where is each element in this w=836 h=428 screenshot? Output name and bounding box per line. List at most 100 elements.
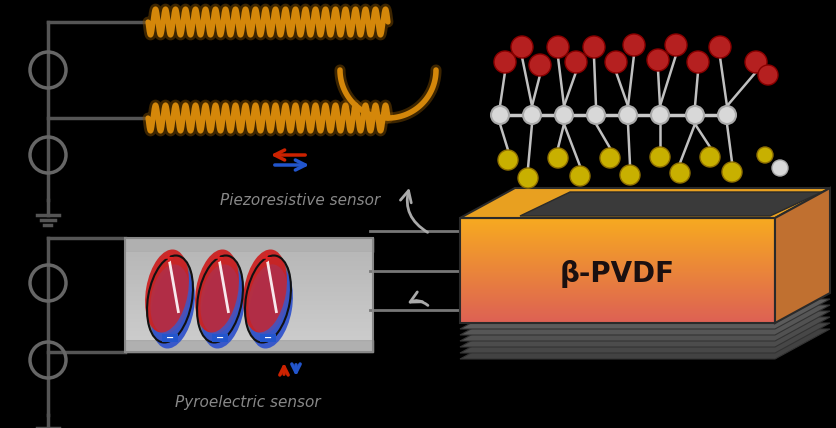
Polygon shape (162, 334, 178, 342)
Polygon shape (460, 266, 774, 268)
Polygon shape (460, 305, 774, 306)
Polygon shape (460, 280, 774, 281)
Circle shape (599, 148, 619, 168)
Polygon shape (460, 317, 829, 347)
Polygon shape (460, 294, 774, 296)
Polygon shape (460, 268, 774, 270)
Polygon shape (460, 299, 774, 300)
Polygon shape (460, 227, 774, 229)
Circle shape (622, 34, 645, 56)
Polygon shape (460, 232, 774, 233)
Circle shape (721, 162, 741, 182)
Polygon shape (460, 224, 774, 226)
Polygon shape (460, 263, 774, 264)
Circle shape (686, 106, 703, 124)
Polygon shape (460, 304, 774, 305)
Polygon shape (125, 300, 373, 301)
Polygon shape (460, 307, 774, 308)
Text: Piezoresistive sensor: Piezoresistive sensor (220, 193, 380, 208)
Polygon shape (460, 301, 774, 302)
Polygon shape (460, 255, 774, 256)
Polygon shape (460, 242, 774, 243)
Polygon shape (460, 222, 774, 223)
Polygon shape (460, 233, 774, 234)
Polygon shape (460, 282, 774, 283)
Polygon shape (460, 260, 774, 261)
Polygon shape (125, 284, 373, 285)
Polygon shape (460, 256, 774, 257)
Ellipse shape (150, 265, 190, 333)
Polygon shape (125, 265, 373, 266)
Polygon shape (460, 240, 774, 241)
Polygon shape (460, 299, 829, 329)
Polygon shape (460, 310, 774, 312)
Polygon shape (460, 296, 774, 297)
Circle shape (757, 65, 777, 85)
Polygon shape (460, 234, 774, 235)
Ellipse shape (145, 250, 189, 333)
Polygon shape (125, 261, 373, 262)
Polygon shape (460, 244, 774, 245)
Polygon shape (460, 291, 774, 293)
Polygon shape (125, 331, 373, 333)
Circle shape (669, 163, 689, 183)
Polygon shape (460, 231, 774, 232)
Polygon shape (460, 258, 774, 259)
Polygon shape (125, 308, 373, 310)
Circle shape (554, 106, 573, 124)
Polygon shape (460, 254, 774, 255)
Polygon shape (125, 322, 373, 324)
Polygon shape (460, 270, 774, 271)
Circle shape (756, 147, 772, 163)
Ellipse shape (195, 250, 238, 333)
Polygon shape (460, 264, 774, 265)
Polygon shape (125, 335, 373, 336)
Circle shape (771, 160, 787, 176)
Polygon shape (460, 297, 774, 298)
Polygon shape (460, 248, 774, 250)
Circle shape (717, 106, 735, 124)
Polygon shape (125, 254, 373, 256)
Polygon shape (460, 236, 774, 237)
Polygon shape (460, 276, 774, 277)
Polygon shape (460, 285, 774, 286)
Circle shape (522, 106, 540, 124)
Polygon shape (460, 278, 774, 279)
Text: −: − (216, 333, 224, 343)
Circle shape (491, 106, 508, 124)
Polygon shape (125, 301, 373, 303)
Polygon shape (125, 336, 373, 338)
Polygon shape (125, 333, 373, 335)
Polygon shape (460, 259, 774, 260)
Circle shape (646, 49, 668, 71)
Circle shape (604, 51, 626, 73)
Polygon shape (125, 280, 373, 282)
Polygon shape (125, 273, 373, 275)
Polygon shape (460, 321, 774, 322)
Polygon shape (460, 289, 774, 291)
Polygon shape (212, 334, 227, 342)
Polygon shape (125, 315, 373, 317)
Polygon shape (125, 305, 373, 306)
Polygon shape (125, 266, 373, 268)
Polygon shape (125, 292, 373, 294)
Circle shape (686, 51, 708, 73)
Polygon shape (125, 268, 373, 270)
Polygon shape (125, 271, 373, 273)
Polygon shape (460, 188, 829, 218)
Polygon shape (460, 220, 774, 221)
Polygon shape (460, 247, 774, 248)
Circle shape (517, 168, 538, 188)
Text: −: − (263, 333, 272, 343)
Polygon shape (460, 219, 774, 220)
Circle shape (583, 36, 604, 58)
Polygon shape (125, 314, 373, 315)
Circle shape (665, 34, 686, 56)
Polygon shape (125, 330, 373, 331)
Polygon shape (125, 324, 373, 326)
Polygon shape (460, 223, 774, 224)
Text: +: + (162, 251, 174, 265)
Polygon shape (519, 192, 821, 216)
FancyArrowPatch shape (400, 191, 427, 232)
Polygon shape (460, 238, 774, 239)
